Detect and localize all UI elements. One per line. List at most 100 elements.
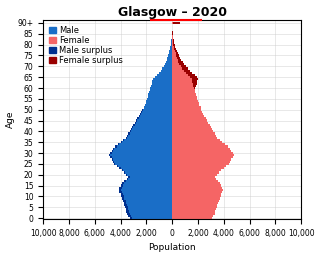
Bar [113, 148, 114, 150]
Bar [136, 122, 172, 124]
Bar [124, 197, 172, 200]
Bar [172, 124, 210, 126]
Bar [125, 172, 172, 174]
Bar [172, 48, 174, 50]
Bar [123, 200, 126, 202]
Bar [172, 197, 220, 200]
Bar [117, 146, 172, 148]
Bar [112, 158, 113, 161]
Bar [152, 80, 172, 83]
Bar [172, 141, 222, 143]
Bar [173, 41, 174, 44]
Bar [124, 204, 127, 206]
Bar [136, 119, 137, 122]
Bar [175, 50, 177, 52]
Bar [172, 96, 197, 98]
Bar [129, 211, 172, 213]
Bar [169, 50, 172, 52]
Bar [127, 178, 128, 180]
Bar [191, 78, 198, 80]
Bar [131, 128, 132, 130]
Bar [132, 128, 172, 130]
Bar [123, 193, 172, 195]
Bar [172, 41, 173, 44]
Bar [180, 63, 184, 65]
Bar [142, 111, 172, 113]
Bar [119, 143, 172, 146]
Bar [114, 163, 116, 165]
Bar [126, 208, 128, 211]
Bar [172, 195, 220, 197]
Bar [131, 130, 172, 132]
Bar [125, 206, 128, 208]
Bar [124, 172, 125, 174]
Bar [126, 202, 172, 204]
Bar [131, 215, 172, 217]
Bar [117, 165, 118, 167]
Bar [173, 44, 175, 46]
Bar [172, 130, 213, 132]
Bar [150, 87, 172, 89]
Bar [112, 150, 113, 152]
Bar [141, 113, 172, 115]
Bar [172, 200, 219, 202]
Bar [194, 87, 196, 89]
Bar [147, 98, 172, 100]
Bar [146, 102, 172, 104]
Bar [149, 91, 172, 93]
Bar [162, 67, 172, 70]
Bar [135, 122, 136, 124]
Bar [130, 217, 132, 219]
Bar [172, 59, 178, 61]
Bar [172, 128, 212, 130]
Bar [128, 135, 172, 137]
Bar [123, 139, 124, 141]
Bar [122, 197, 124, 200]
Bar [172, 148, 230, 150]
Bar [172, 117, 206, 119]
Bar [128, 215, 131, 217]
Bar [113, 158, 172, 161]
Bar [140, 113, 141, 115]
Bar [172, 137, 217, 139]
Bar [178, 61, 183, 63]
Bar [172, 167, 224, 169]
Bar [119, 189, 121, 191]
Bar [172, 150, 231, 152]
Bar [126, 211, 129, 213]
Bar [155, 76, 172, 78]
Bar [172, 72, 186, 74]
Bar [152, 83, 172, 85]
Bar [172, 89, 195, 91]
Bar [127, 135, 128, 137]
Bar [172, 46, 174, 48]
Bar [123, 184, 172, 187]
Bar [172, 102, 199, 104]
Bar [128, 178, 172, 180]
Bar [127, 174, 172, 176]
Bar [133, 124, 135, 126]
Bar [110, 154, 172, 156]
Bar [119, 191, 122, 193]
Bar [139, 115, 140, 117]
Bar [182, 67, 188, 70]
Bar [171, 44, 172, 46]
Bar [113, 150, 172, 152]
Bar [172, 135, 216, 137]
Bar [172, 178, 216, 180]
Bar [172, 98, 197, 100]
Bar [159, 72, 172, 74]
Bar [172, 83, 193, 85]
Bar [172, 174, 217, 176]
Bar [172, 67, 182, 70]
Bar [172, 111, 202, 113]
Bar [121, 184, 123, 187]
Bar [127, 137, 172, 139]
Bar [141, 111, 142, 113]
Bar [172, 132, 215, 135]
Bar [113, 161, 114, 163]
Bar [121, 167, 172, 169]
Bar [139, 117, 172, 119]
Bar [172, 139, 220, 141]
Bar [172, 163, 229, 165]
